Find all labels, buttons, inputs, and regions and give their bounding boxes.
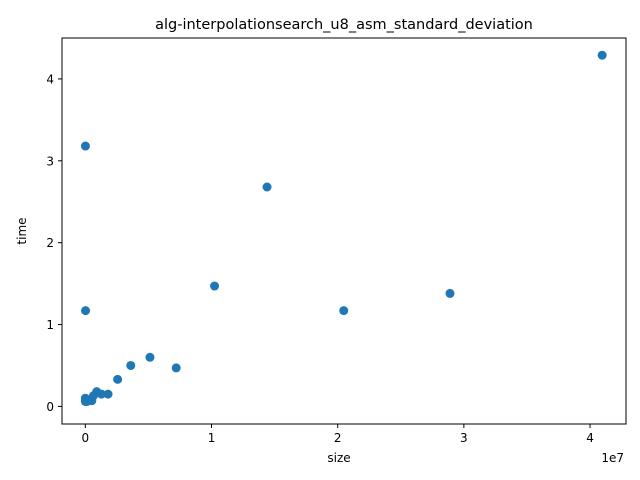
x-tick-label: 1 — [208, 431, 216, 445]
x-tick-label: 0 — [82, 431, 90, 445]
x-axis-label: size — [327, 451, 350, 465]
data-point — [126, 360, 136, 370]
data-point — [210, 281, 220, 291]
y-axis-ticks: 0 1 2 3 4 — [46, 72, 62, 414]
plot-area — [62, 38, 626, 424]
plot-frame — [61, 37, 627, 425]
x-tick-label: 4 — [586, 431, 594, 445]
y-axis-label: time — [15, 217, 29, 244]
data-point — [80, 141, 90, 151]
x-tick-label: 3 — [460, 431, 468, 445]
x-axis-offset-label: 1e7 — [601, 451, 624, 465]
y-tick-label: 2 — [46, 236, 54, 250]
data-point — [103, 389, 113, 399]
x-tick-label: 2 — [334, 431, 342, 445]
data-point — [81, 306, 91, 316]
data-point — [96, 389, 106, 399]
data-point — [145, 352, 155, 362]
data-point — [171, 363, 181, 373]
points-layer — [80, 50, 607, 406]
y-tick-label: 0 — [46, 400, 54, 414]
x-axis-ticks: 0 1 2 3 4 — [82, 424, 594, 445]
data-point — [339, 306, 349, 316]
data-point — [445, 288, 455, 298]
data-point — [597, 50, 607, 60]
chart-title: alg-interpolationsearch_u8_asm_standard_… — [155, 17, 533, 33]
y-tick-label: 4 — [46, 72, 54, 86]
y-tick-label: 1 — [46, 318, 54, 332]
data-point — [113, 374, 123, 384]
y-tick-label: 3 — [46, 154, 54, 168]
data-point — [262, 182, 272, 192]
